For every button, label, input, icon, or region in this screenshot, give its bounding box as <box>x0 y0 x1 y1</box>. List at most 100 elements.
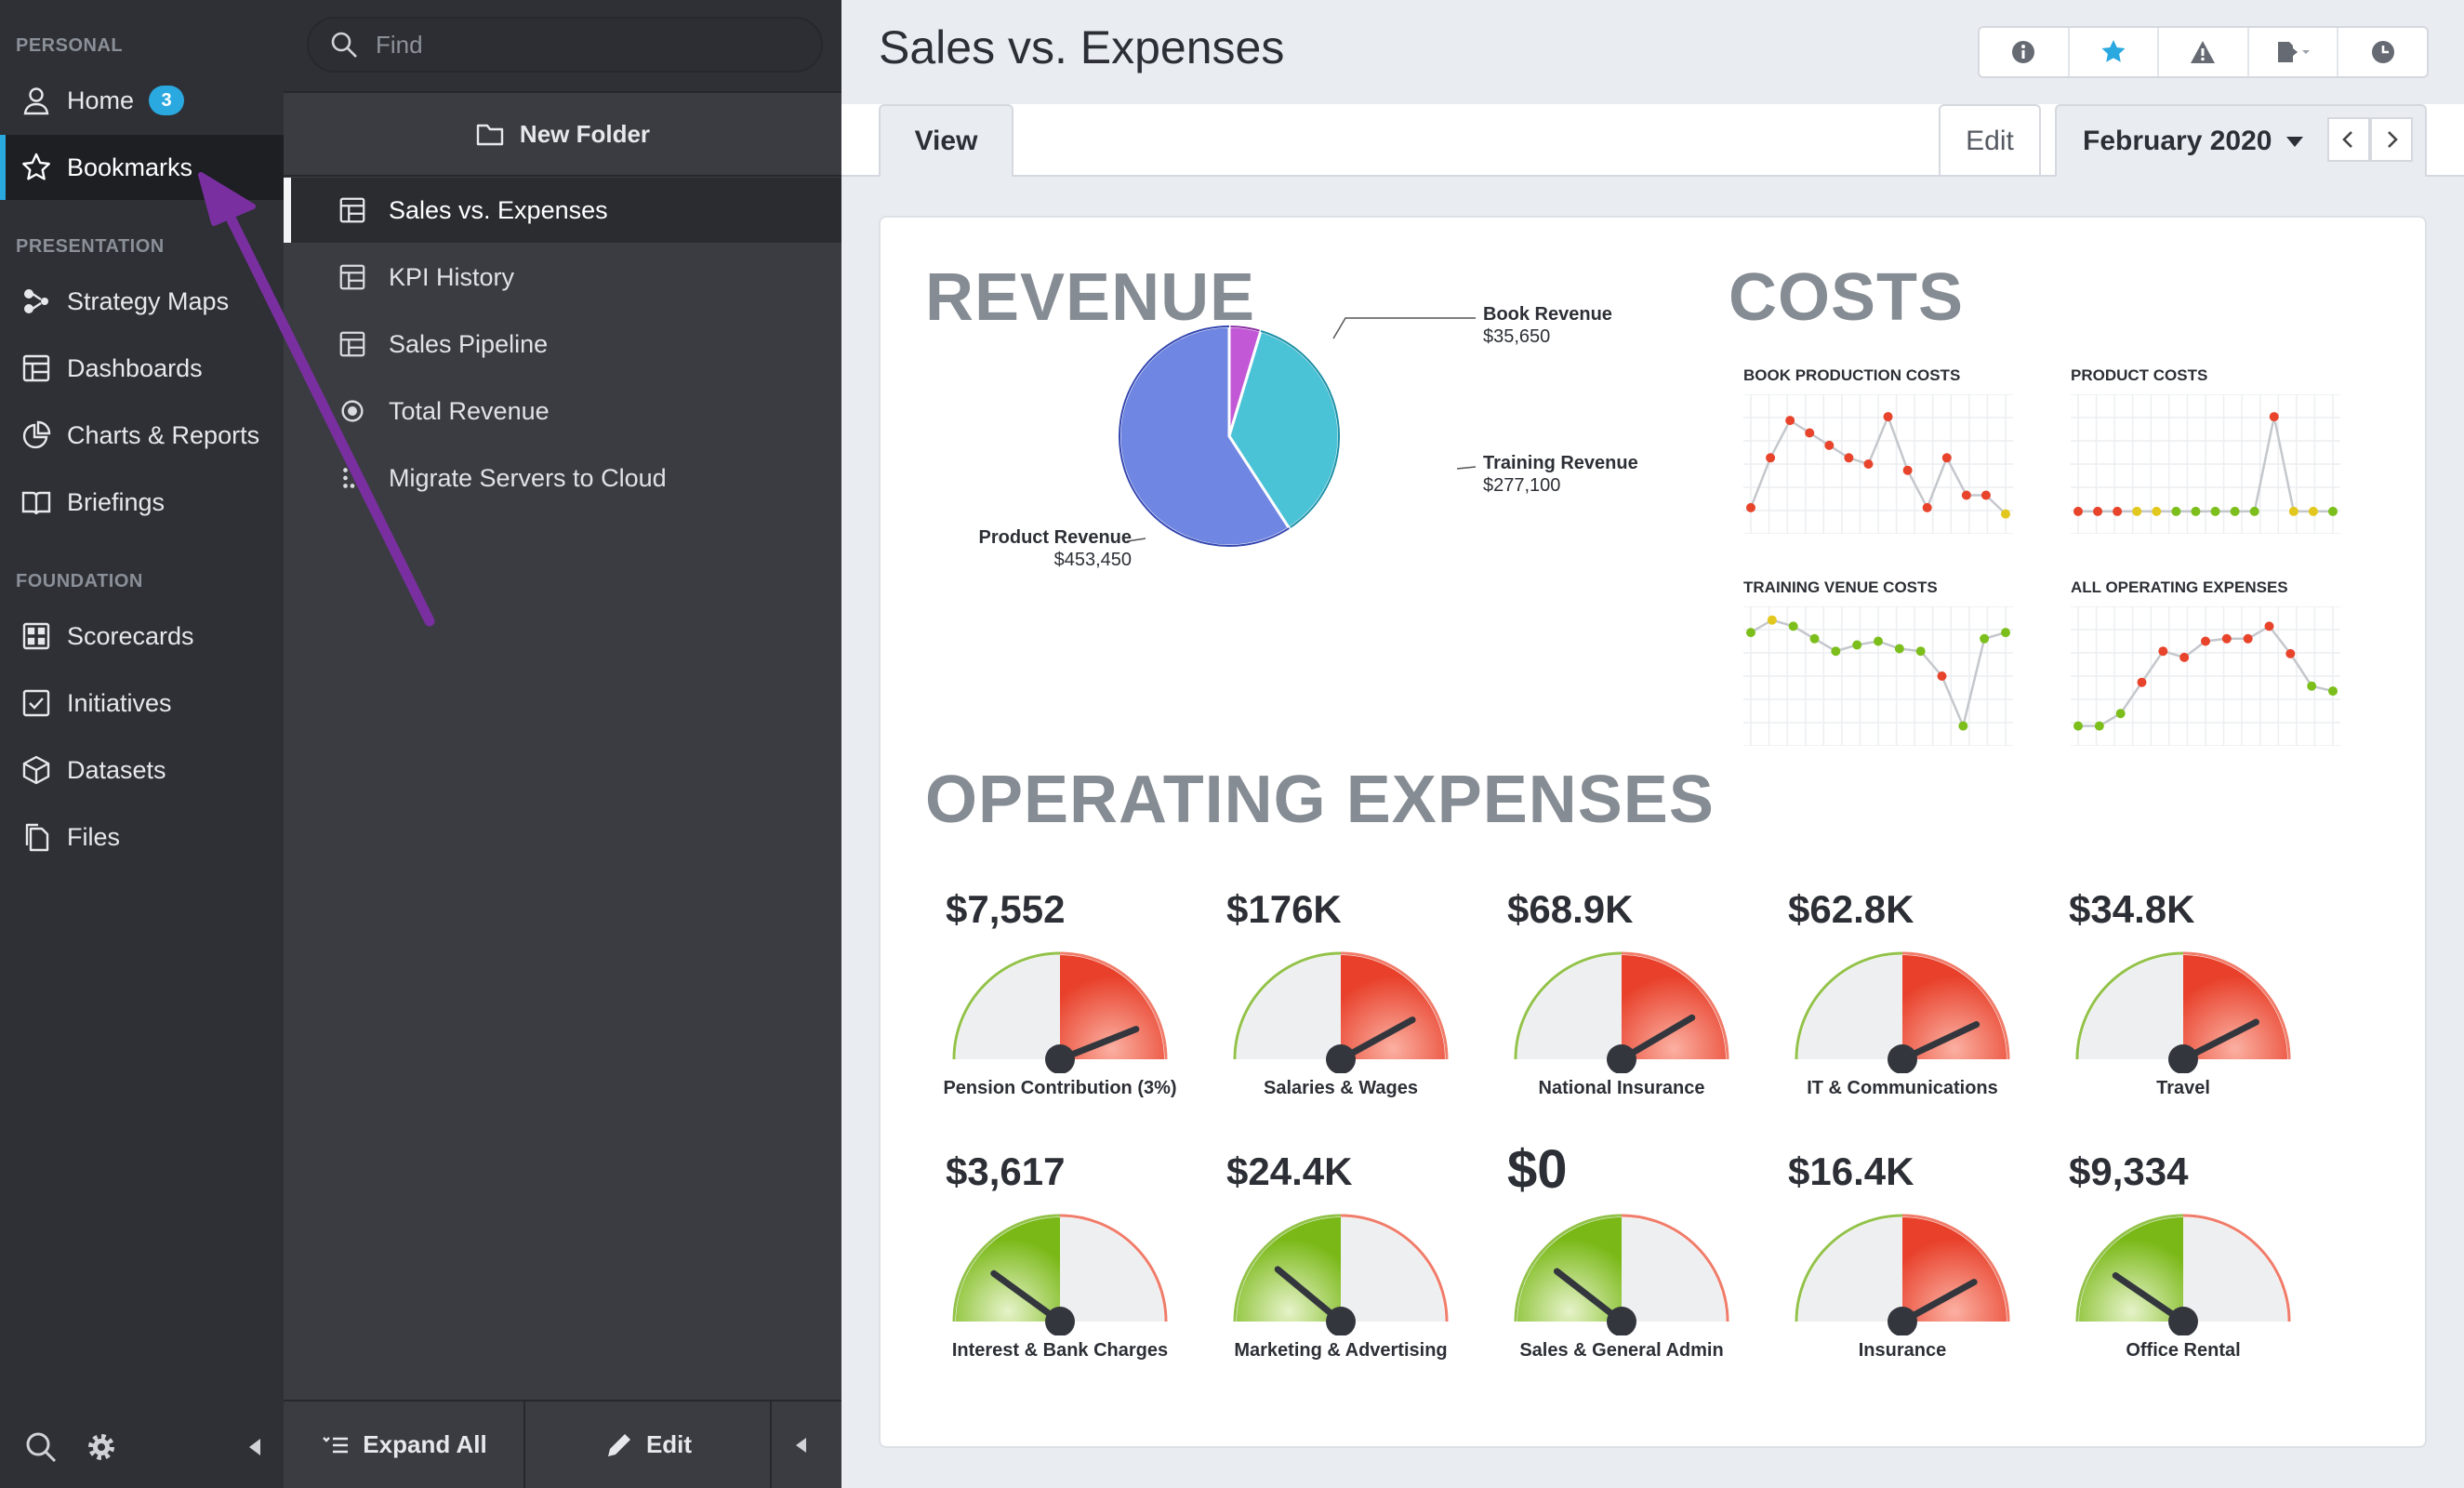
nav-section-personal: PERSONAL <box>16 35 124 56</box>
nav-item-label: Charts & Reports <box>67 420 260 449</box>
user-icon <box>19 83 54 118</box>
bookmark-item-sales-pipeline[interactable]: Sales Pipeline <box>284 312 841 377</box>
sparkline-point <box>1980 633 1990 644</box>
new-folder-button[interactable]: New Folder <box>284 91 841 177</box>
bookmark-item-migrate-servers[interactable]: Migrate Servers to Cloud <box>284 445 841 511</box>
sparkline-point <box>2073 721 2083 731</box>
target-icon <box>337 395 368 427</box>
main-nav: PERSONAL Home 3 Bookmarks PRESENTATION S… <box>0 0 284 1488</box>
strategy-map-icon <box>19 284 54 319</box>
pane-footer: Expand All Edit <box>284 1400 841 1488</box>
gauge-value: $16.4K <box>1788 1149 1914 1193</box>
revenue-pie-chart <box>1118 325 1341 548</box>
bookmark-item-kpi-history[interactable]: KPI History <box>284 245 841 310</box>
bookmark-item-total-revenue[interactable]: Total Revenue <box>284 379 841 444</box>
book-production-costs-sparkline <box>1743 394 2013 534</box>
nav-item-scorecards[interactable]: Scorecards <box>0 604 284 669</box>
share-button[interactable] <box>2249 28 2339 76</box>
scorecard-icon <box>19 618 54 654</box>
info-button[interactable] <box>1980 28 2070 76</box>
gauge-9: $16.4K Insurance <box>1768 1149 2037 1401</box>
pie-label-value: $453,450 <box>1053 550 1132 570</box>
gauge-dial <box>1514 951 1729 1073</box>
dashboard-icon <box>337 261 368 293</box>
sparkline-point <box>1883 412 1893 422</box>
collapse-pane-icon <box>795 1437 806 1453</box>
nav-item-briefings[interactable]: Briefings <box>0 470 284 535</box>
warning-icon <box>2191 41 2216 63</box>
operating-expenses-title: OPERATING EXPENSES <box>925 763 1715 837</box>
sparkline-point <box>2093 506 2103 516</box>
sparkline-point <box>1961 490 1971 500</box>
gauge-value: $9,334 <box>2069 1149 2189 1193</box>
sparkline-point <box>2201 636 2210 646</box>
tab-edit[interactable]: Edit <box>1939 104 2041 177</box>
gauge-label: Sales & General Admin <box>1519 1340 1724 1361</box>
sparkline-point <box>1937 671 1947 681</box>
nav-item-label: Initiatives <box>67 688 172 717</box>
sparkline-point <box>2307 681 2317 691</box>
dots-icon <box>337 462 368 494</box>
sparkline-point <box>1863 459 1874 469</box>
dashboard-card: REVENUE COSTS OPERATING EXPENSES Book Re… <box>879 216 2427 1448</box>
expand-all-button[interactable]: Expand All <box>284 1401 525 1488</box>
dashboard-icon <box>337 328 368 360</box>
bookmark-label: Sales Pipeline <box>389 329 549 358</box>
nav-item-files[interactable]: Files <box>0 804 284 870</box>
gauge-4: $62.8K IT & Communications <box>1768 887 2037 1138</box>
gauge-label: Office Rental <box>2126 1340 2241 1361</box>
nav-item-initiatives[interactable]: Initiatives <box>0 671 284 736</box>
sparkline-point <box>1766 453 1776 463</box>
collapse-nav-icon[interactable] <box>237 1429 272 1465</box>
info-icon <box>2012 41 2035 63</box>
nav-item-dashboards[interactable]: Dashboards <box>0 336 284 401</box>
search-input[interactable]: Find <box>307 17 823 73</box>
sparkline-point <box>1852 640 1862 650</box>
previous-period-button[interactable] <box>2327 117 2370 162</box>
gauge-label: Travel <box>2156 1078 2210 1098</box>
gauge-value: $3,617 <box>946 1149 1066 1193</box>
sparkline-point <box>2132 506 2142 516</box>
pie-slice-rim <box>1119 326 1290 547</box>
gauge-dial <box>1233 1214 1449 1335</box>
sparkline-point <box>2094 721 2104 731</box>
nav-item-datasets[interactable]: Datasets <box>0 737 284 803</box>
history-button[interactable] <box>2338 28 2427 76</box>
bookmark-button[interactable] <box>2070 28 2160 76</box>
pie-label-value: $277,100 <box>1483 475 1561 496</box>
caret-down-icon <box>2286 136 2304 147</box>
alert-button[interactable] <box>2159 28 2249 76</box>
nav-item-charts-reports[interactable]: Charts & Reports <box>0 403 284 468</box>
cube-icon <box>19 752 54 788</box>
nav-item-label: Dashboards <box>67 353 203 382</box>
export-icon <box>2278 42 2311 62</box>
sparkline-point <box>2249 506 2259 516</box>
sparkline-point <box>1915 646 1926 657</box>
notification-badge: 3 <box>149 86 185 115</box>
nav-item-bookmarks[interactable]: Bookmarks <box>0 135 284 200</box>
sparkline-point <box>1767 615 1777 625</box>
sparkline-point <box>2073 506 2083 516</box>
search-icon[interactable] <box>23 1429 59 1465</box>
clock-icon <box>2371 41 2394 63</box>
gauge-2: $176K Salaries & Wages <box>1206 887 1476 1138</box>
pie-label-training-revenue: Training Revenue $277,100 <box>1483 452 1638 497</box>
nav-item-strategy-maps[interactable]: Strategy Maps <box>0 269 284 334</box>
nav-item-label: Files <box>67 822 121 851</box>
gauge-dial <box>1514 1214 1729 1335</box>
edit-bookmarks-button[interactable]: Edit <box>525 1401 772 1488</box>
gauge-7: $24.4K Marketing & Advertising <box>1206 1149 1476 1401</box>
gauge-value: $34.8K <box>2069 887 2195 931</box>
sparkline-point <box>2210 506 2220 516</box>
bookmark-item-sales-vs-expenses[interactable]: Sales vs. Expenses <box>284 178 841 243</box>
pencil-icon <box>607 1433 630 1456</box>
bookmark-label: Total Revenue <box>389 396 550 425</box>
tab-view[interactable]: View <box>879 104 1013 177</box>
collapse-pane-button[interactable] <box>772 1401 841 1488</box>
next-period-button[interactable] <box>2370 117 2413 162</box>
period-label: February 2020 <box>2083 126 2272 156</box>
nav-item-home[interactable]: Home 3 <box>0 68 284 133</box>
sparkline-point <box>2269 412 2279 422</box>
sparkline-point <box>1941 453 1952 463</box>
gear-icon[interactable] <box>84 1429 119 1465</box>
